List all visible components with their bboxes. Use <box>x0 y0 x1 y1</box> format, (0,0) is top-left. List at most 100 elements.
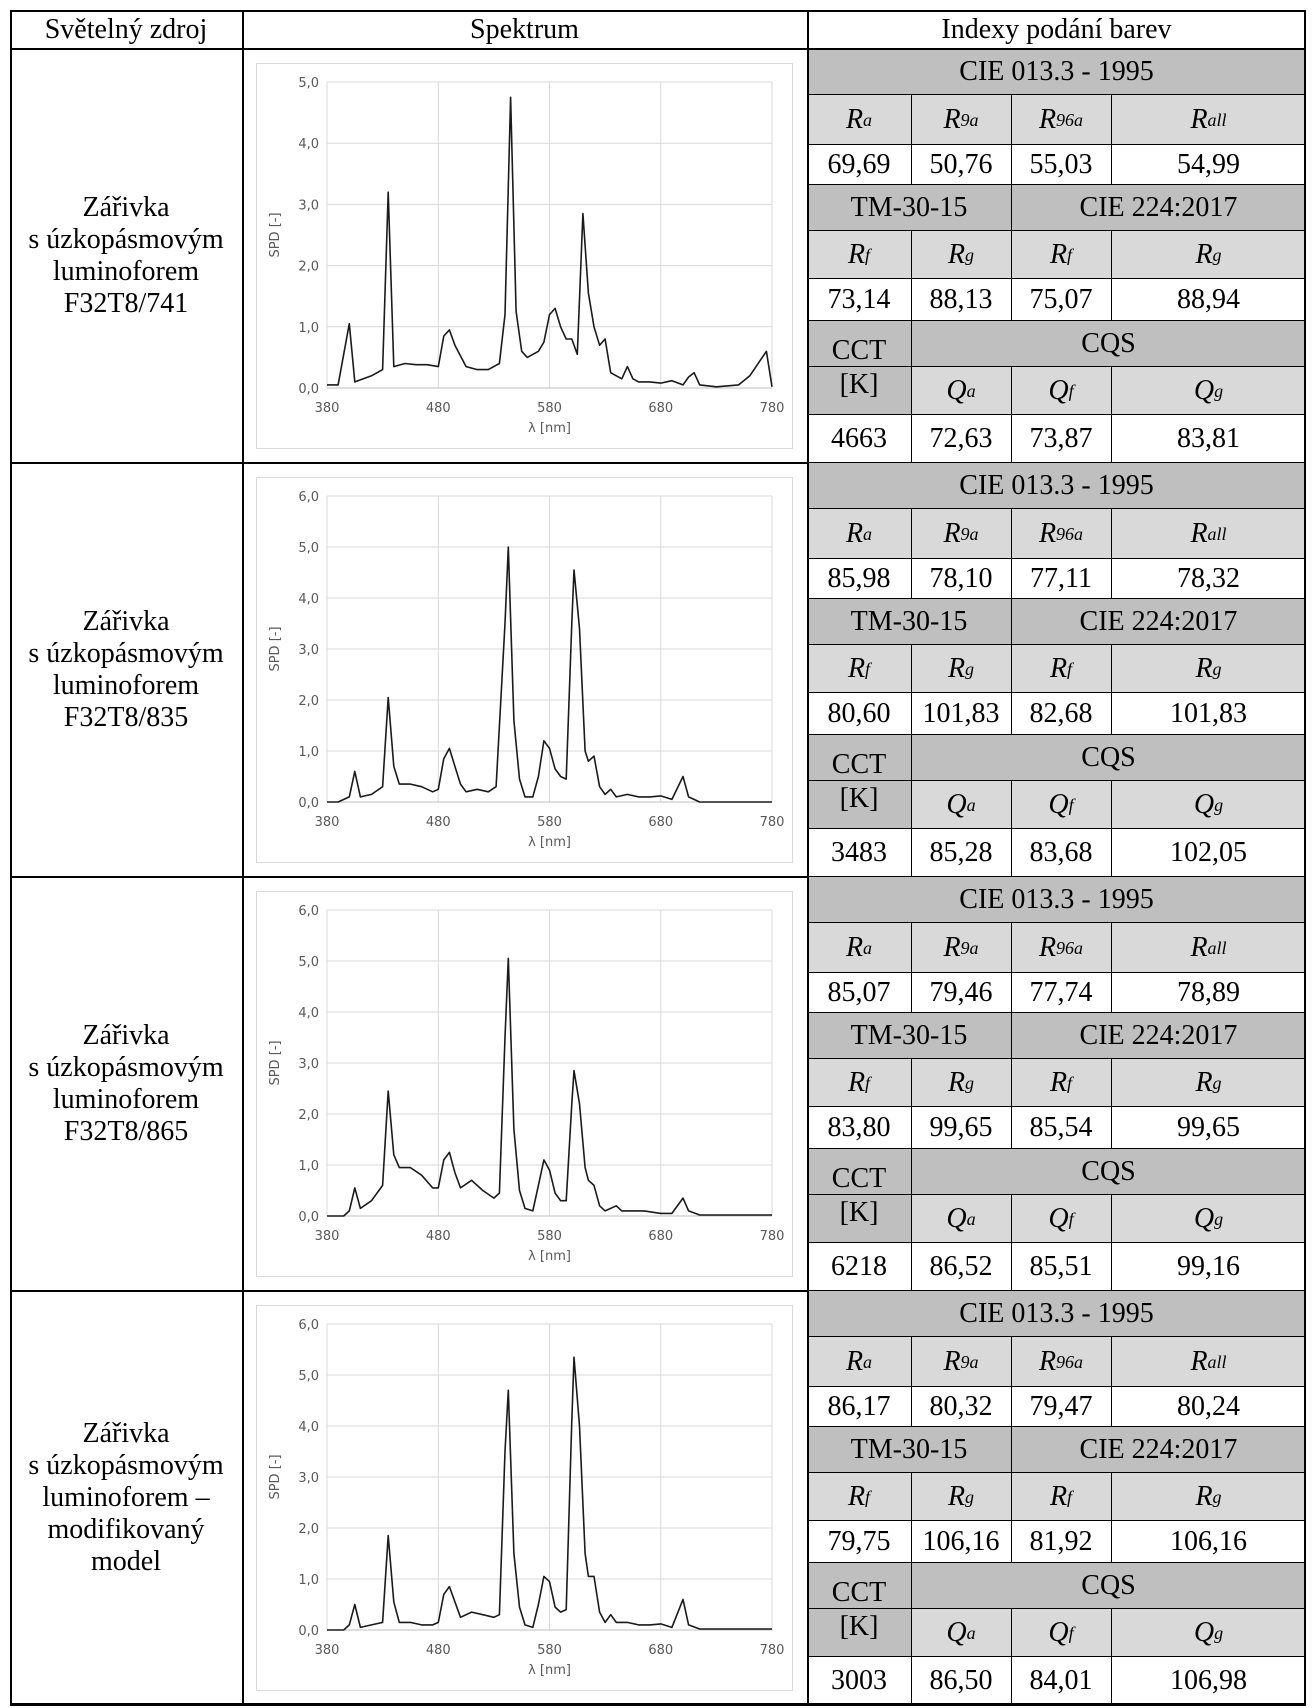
qg-symbol-subscript: g <box>1214 1208 1224 1229</box>
source-label: Zářivka s úzkopásmovým luminoforem F32T8/74… <box>10 49 242 463</box>
value-qa: 86,50 <box>929 1665 993 1696</box>
x-tick-label: 780 <box>760 1229 785 1244</box>
source-line: F32T8/865 <box>63 1116 189 1147</box>
table-rule <box>807 734 1306 735</box>
qa-symbol-symbol: Q <box>946 1203 967 1234</box>
value-cie-rf: 85,54 <box>1029 1112 1093 1143</box>
r9a-symbol: R 9a <box>911 923 1011 973</box>
table-rule <box>1111 95 1112 185</box>
header-spectrum: Spektrum <box>470 13 579 45</box>
color-rendering-table: Světelný zdroj Spektrum Indexy podání ba… <box>10 10 1306 1706</box>
cie-rg-symbol-subscript: g <box>1212 1486 1222 1507</box>
value-ra: 85,98 <box>827 563 891 594</box>
rall-symbol-subscript: all <box>1207 937 1227 958</box>
cct-label: CCT <box>831 335 887 366</box>
x-tick-label: 580 <box>537 815 562 830</box>
tm-rf-symbol-symbol: R <box>847 1481 866 1512</box>
cie-rg-symbol-symbol: R <box>1195 239 1213 270</box>
cie-rf-symbol-subscript: f <box>1067 1486 1073 1507</box>
table-rule <box>10 462 1306 464</box>
x-tick-label: 680 <box>648 1229 673 1244</box>
table-rule <box>10 1290 1306 1292</box>
value-ra: 69,69 <box>827 149 891 180</box>
cie1995-heading: CIE 013.3 - 1995 <box>807 877 1306 923</box>
r96a-symbol-symbol: R <box>1038 932 1057 963</box>
x-axis-label: λ [nm] <box>528 1663 571 1678</box>
y-tick-label: 1,0 <box>298 1573 319 1588</box>
value-qf: 84,01 <box>1029 1665 1093 1696</box>
table-rule <box>807 366 1306 367</box>
table-rule <box>1111 509 1112 599</box>
tm-rf-symbol-symbol: R <box>847 239 866 270</box>
tm-rf-symbol-subscript: f <box>865 658 871 679</box>
r96a-symbol: R 96a <box>1011 1337 1111 1387</box>
y-tick-label: 5,0 <box>298 955 319 970</box>
cie-rg-symbol-symbol: R <box>1195 1067 1213 1098</box>
rall-symbol-subscript: all <box>1207 1351 1227 1372</box>
source-line: Zářivka <box>82 192 170 223</box>
y-tick-label: 3,0 <box>298 643 319 658</box>
tm30-heading: TM-30-15 <box>807 1427 1011 1473</box>
r96a-symbol-subscript: 96a <box>1056 937 1084 958</box>
source-label: Zářivka s úzkopásmovým luminoforem – modifi… <box>10 1291 242 1705</box>
value-cct: 3003 <box>831 1665 887 1696</box>
value-rall: 80,24 <box>1177 1391 1240 1422</box>
value-rall: 78,89 <box>1177 977 1240 1008</box>
cct-unit: [K] <box>839 1197 879 1228</box>
table-rule <box>807 414 1306 415</box>
table-rule <box>911 1149 912 1291</box>
value-cie-rf: 81,92 <box>1029 1526 1093 1557</box>
table-rule <box>1111 1195 1112 1291</box>
qa-symbol-subscript: a <box>966 1208 976 1229</box>
table-rule <box>807 1058 1306 1059</box>
r96a-symbol-symbol: R <box>1038 104 1057 135</box>
cie224-heading: CIE 224:2017 <box>1011 1427 1306 1473</box>
cie-rg-symbol-symbol: R <box>1195 653 1213 684</box>
table-rule <box>1011 185 1012 321</box>
source-line: luminoforem – <box>42 1482 210 1513</box>
value-qg: 102,05 <box>1170 837 1247 868</box>
rall-symbol-subscript: all <box>1207 523 1227 544</box>
value-qg: 83,81 <box>1177 423 1240 454</box>
table-rule <box>911 735 912 877</box>
r96a-symbol-subscript: 96a <box>1056 109 1084 130</box>
value-tm-rg: 99,65 <box>929 1112 993 1143</box>
r96a-symbol: R 96a <box>1011 95 1111 145</box>
table-rule <box>1111 645 1112 735</box>
table-rule <box>911 321 912 463</box>
cie1995-heading: CIE 013.3 - 1995 <box>807 463 1306 509</box>
value-cie-rf: 82,68 <box>1029 698 1093 729</box>
ra-symbol-symbol: R <box>845 932 864 963</box>
spectrum-chart: 0,0 1,0 2,0 3,0 4,0 5,0 380 480 580 680 780 λ [nm] S… <box>256 63 793 449</box>
table-rule <box>242 10 244 1705</box>
table-rule <box>807 1012 1306 1013</box>
tm-rf-symbol-subscript: f <box>865 1486 871 1507</box>
r96a-symbol-symbol: R <box>1038 518 1057 549</box>
y-tick-label: 4,0 <box>298 592 319 607</box>
y-tick-label: 5,0 <box>298 76 319 91</box>
table-rule <box>911 231 912 321</box>
tm-rg-symbol-subscript: g <box>965 658 975 679</box>
table-rule <box>1011 1609 1012 1705</box>
r9a-symbol-subscript: 9a <box>960 109 979 130</box>
y-tick-label: 5,0 <box>298 541 319 556</box>
value-tm-rf: 80,60 <box>827 698 891 729</box>
r96a-symbol-symbol: R <box>1038 1346 1057 1377</box>
qg-symbol-subscript: g <box>1214 380 1224 401</box>
qf-symbol-symbol: Q <box>1048 375 1069 406</box>
value-r9a: 50,76 <box>929 149 993 180</box>
cqs-heading: CQS <box>911 321 1306 367</box>
